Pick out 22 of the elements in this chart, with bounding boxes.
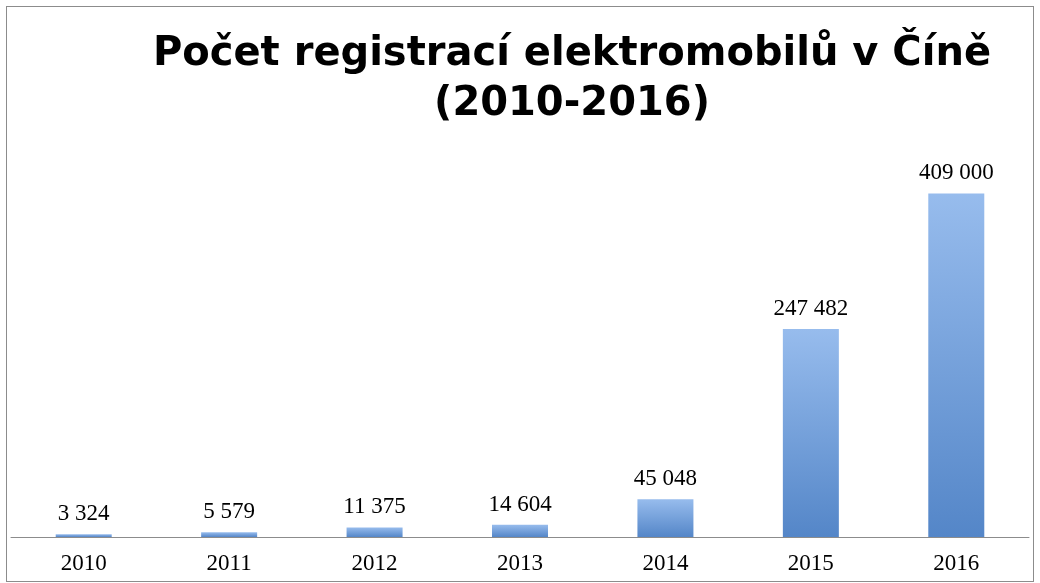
- bar: [928, 193, 985, 537]
- bar: [637, 499, 694, 537]
- data-label: 11 375: [343, 493, 406, 519]
- bar: [492, 524, 548, 537]
- x-tick-label: 2012: [351, 550, 398, 575]
- x-tick-label: 2013: [497, 550, 543, 575]
- x-tick-label: 2011: [206, 550, 252, 575]
- data-label: 247 482: [773, 295, 849, 321]
- chart-title: Počet registrací elektromobilů v Číně (2010-2016): [152, 27, 992, 124]
- data-label: 5 579: [203, 498, 256, 524]
- data-label: 409 000: [918, 159, 994, 185]
- x-tick-label: 2015: [787, 550, 834, 575]
- data-label: 14 604: [488, 490, 553, 516]
- data-label: 45 048: [633, 465, 698, 491]
- bar: [55, 534, 112, 537]
- x-tick-label: 2016: [933, 550, 980, 575]
- x-tick-label: 2014: [642, 550, 689, 575]
- bar: [346, 527, 403, 537]
- bar: [782, 329, 839, 537]
- x-tick-label: 2010: [60, 550, 107, 575]
- data-label: 3 324: [57, 500, 111, 526]
- bar: [201, 532, 258, 537]
